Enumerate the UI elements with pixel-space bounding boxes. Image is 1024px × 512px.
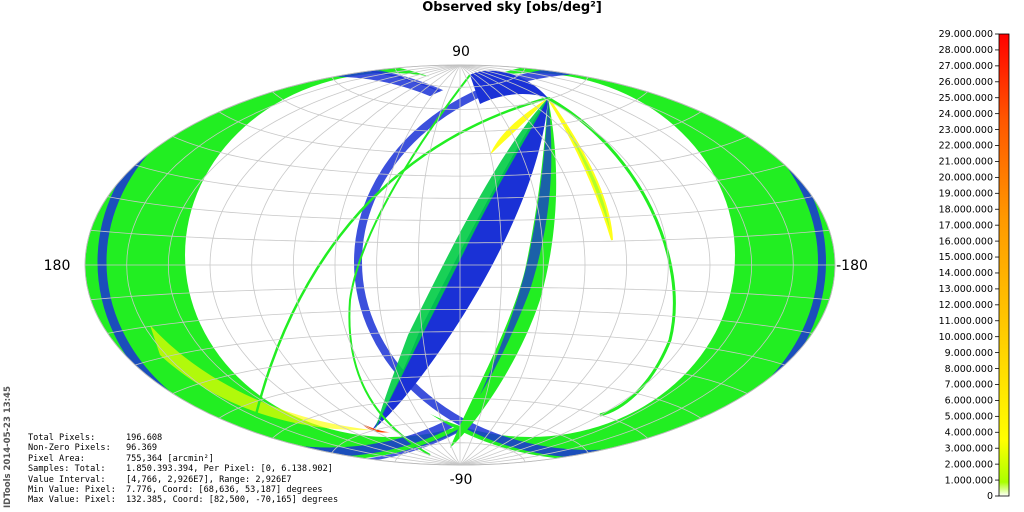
colorbar-tick-label: 6.000.000 bbox=[945, 396, 993, 407]
colorbar-tick-label: 7.000.000 bbox=[945, 380, 993, 391]
stats-row: Samples: Total: 1.850.393.394, Per Pixel:… bbox=[28, 464, 338, 474]
parallel-line bbox=[394, 67, 526, 88]
stats-value: 96.369 bbox=[126, 443, 158, 454]
parallel-line bbox=[331, 76, 589, 110]
colorbar-tick-label: 17.000.000 bbox=[939, 220, 993, 231]
colorbar-tick-label: 16.000.000 bbox=[939, 236, 993, 247]
colorbar-tick-label: 25.000.000 bbox=[939, 93, 993, 104]
parallel-line bbox=[135, 331, 785, 366]
stats-label: Samples: Total: bbox=[28, 464, 106, 475]
stats-value: 132.385, Coord: [82,500, -70,165] degree… bbox=[126, 495, 339, 506]
colorbar-tick-label: 15.000.000 bbox=[939, 252, 993, 263]
colorbar-tick-label: 1.000.000 bbox=[945, 475, 993, 486]
parallel-line bbox=[218, 375, 702, 419]
parallel-line bbox=[331, 420, 589, 454]
parallel-line bbox=[135, 164, 785, 199]
parallel-line bbox=[107, 196, 813, 222]
colorbar-tick-label: 13.000.000 bbox=[939, 284, 993, 295]
stats-row: Max Value: Pixel: 132.385, Coord: [82,500… bbox=[28, 495, 338, 505]
colorbar-tick-label: 29.000.000 bbox=[939, 29, 993, 40]
colorbar-tick-label: 0 bbox=[987, 491, 993, 502]
parallel-line bbox=[90, 229, 830, 244]
lon-left-label: 180 bbox=[44, 258, 71, 274]
stats-value: 7.776, Coord: [68,636, 53,187] degrees bbox=[126, 484, 323, 495]
parallel-line bbox=[90, 286, 830, 301]
stats-value: 196.608 bbox=[126, 433, 163, 443]
stats-label: Pixel Area: bbox=[28, 453, 85, 464]
colorbar-tick-label: 21.000.000 bbox=[939, 157, 993, 168]
stats-row: Non-Zero Pixels: 96.369 bbox=[28, 443, 338, 453]
map-boundary bbox=[84, 64, 836, 466]
colorbar-tick-label: 4.000.000 bbox=[945, 427, 993, 438]
stats-label: Value Interval: bbox=[28, 474, 106, 485]
colorbar-tick-label: 20.000.000 bbox=[939, 173, 993, 184]
colorbar-tick-label: 22.000.000 bbox=[939, 141, 993, 152]
tool-timestamp: IDTools 2014-05-23 13:45 bbox=[3, 386, 13, 508]
stats-row: Min Value: Pixel: 7.776, Coord: [68,636, … bbox=[28, 485, 338, 495]
colorbar-gradient bbox=[998, 33, 1010, 497]
parallel-line bbox=[172, 136, 748, 177]
colorbar-tick-label: 28.000.000 bbox=[939, 45, 993, 56]
colorbar-tick-label: 23.000.000 bbox=[939, 125, 993, 136]
colorbar-tick-label: 5.000.000 bbox=[945, 412, 993, 423]
colorbar-tick-label: 12.000.000 bbox=[939, 300, 993, 311]
parallel-line bbox=[272, 397, 648, 439]
colorbar-tick-label: 24.000.000 bbox=[939, 109, 993, 120]
colorbar-tick-label: 18.000.000 bbox=[939, 204, 993, 215]
parallel-line bbox=[107, 308, 813, 334]
colorbar-tick-label: 10.000.000 bbox=[939, 332, 993, 343]
lon-right-label: -180 bbox=[836, 258, 868, 274]
stats-label: Total Pixels: bbox=[28, 433, 96, 443]
stats-value: 755,364 [arcmin²] bbox=[126, 453, 214, 464]
colorbar-tick-label: 19.000.000 bbox=[939, 189, 993, 200]
parallel-line bbox=[272, 91, 648, 133]
stats-row: Total Pixels: 196.608 bbox=[28, 433, 338, 443]
colorbar-tick-label: 3.000.000 bbox=[945, 443, 993, 454]
stats-panel: Total Pixels: 196.608 Non-Zero Pixels: 96.3… bbox=[28, 433, 338, 506]
colorbar-tick-label: 14.000.000 bbox=[939, 268, 993, 279]
colorbar-tick-label: 26.000.000 bbox=[939, 77, 993, 88]
colorbar-tick-label: 27.000.000 bbox=[939, 61, 993, 72]
chart-title: Observed sky [obs/deg²] bbox=[422, 0, 602, 15]
lat-top-label: 90 bbox=[452, 44, 470, 60]
parallel-line bbox=[218, 111, 702, 155]
parallel-line bbox=[172, 353, 748, 394]
stats-row: Pixel Area: 755,364 [arcmin²] bbox=[28, 454, 338, 464]
lat-bottom-label: -90 bbox=[450, 472, 473, 488]
stats-value: 1.850.393.394, Per Pixel: [0, 6.138.902] bbox=[126, 464, 333, 475]
stats-value: [4,766, 2,926E7], Range: 2,926E7 bbox=[126, 474, 292, 485]
parallel-line bbox=[394, 442, 526, 463]
colorbar-tick-label: 9.000.000 bbox=[945, 348, 993, 359]
stats-label: Max Value: Pixel: bbox=[28, 495, 116, 506]
stats-row: Value Interval: [4,766, 2,926E7], Range: … bbox=[28, 475, 338, 485]
colorbar-tick-label: 2.000.000 bbox=[945, 459, 993, 470]
colorbar: 29.000.000 28.000.000 27.000.000 26.000.000… bbox=[939, 29, 1010, 502]
stats-label: Min Value: Pixel: bbox=[28, 484, 116, 495]
observation-bands bbox=[85, 65, 835, 465]
stats-label: Non-Zero Pixels: bbox=[28, 443, 111, 454]
colorbar-tick-label: 8.000.000 bbox=[945, 364, 993, 375]
colorbar-tick-label: 11.000.000 bbox=[939, 316, 993, 327]
